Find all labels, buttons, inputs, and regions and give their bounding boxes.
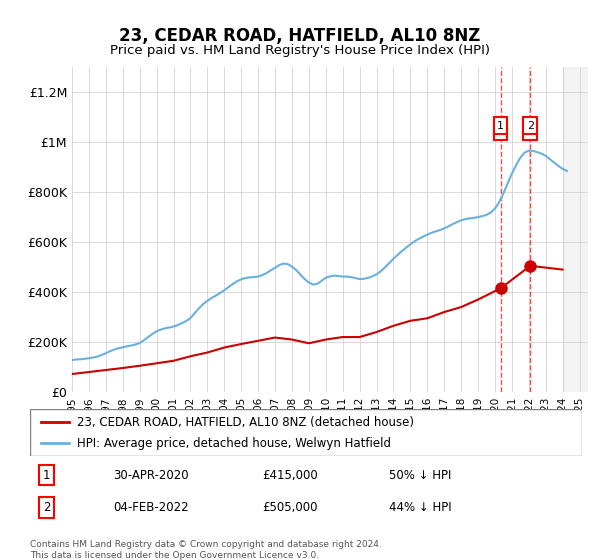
Text: 04-FEB-2022: 04-FEB-2022 [113,501,188,514]
Text: 1: 1 [43,469,50,482]
Text: 50% ↓ HPI: 50% ↓ HPI [389,469,451,482]
Bar [563,67,588,392]
FancyBboxPatch shape [30,409,582,456]
Text: HPI: Average price, detached house, Welwyn Hatfield: HPI: Average price, detached house, Welw… [77,437,391,450]
Text: 1: 1 [497,120,504,130]
Text: £505,000: £505,000 [262,501,317,514]
Text: 44% ↓ HPI: 44% ↓ HPI [389,501,451,514]
Text: 2: 2 [527,127,534,137]
Text: 23, CEDAR ROAD, HATFIELD, AL10 8NZ: 23, CEDAR ROAD, HATFIELD, AL10 8NZ [119,27,481,45]
Text: £415,000: £415,000 [262,469,317,482]
Text: 30-APR-2020: 30-APR-2020 [113,469,188,482]
Text: 2: 2 [43,501,50,514]
Text: 23, CEDAR ROAD, HATFIELD, AL10 8NZ (detached house): 23, CEDAR ROAD, HATFIELD, AL10 8NZ (deta… [77,416,414,428]
Text: Contains HM Land Registry data © Crown copyright and database right 2024.
This d: Contains HM Land Registry data © Crown c… [30,540,382,560]
Text: 2: 2 [527,120,534,130]
Text: 1: 1 [497,127,504,137]
Text: Price paid vs. HM Land Registry's House Price Index (HPI): Price paid vs. HM Land Registry's House … [110,44,490,57]
